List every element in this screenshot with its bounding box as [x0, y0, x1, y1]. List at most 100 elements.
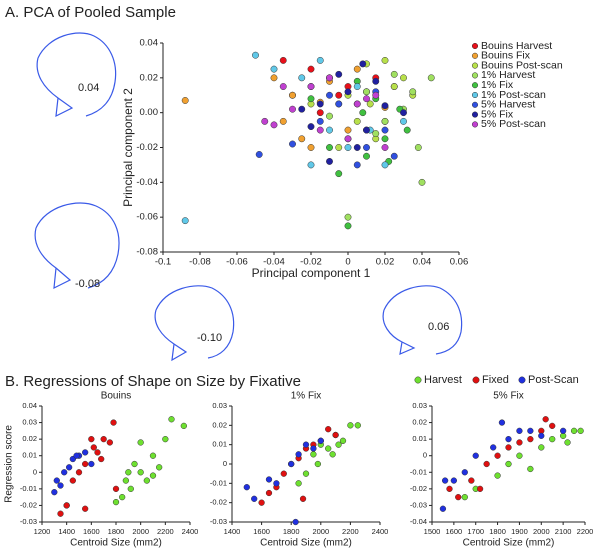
panel-title: B. Regressions of Shape on Size by Fixat…: [5, 373, 301, 390]
shape-outline: [36, 32, 117, 118]
x-tick-label: -0.06: [226, 257, 248, 268]
x-tick-label: 1400: [224, 527, 241, 536]
point: [538, 444, 545, 451]
point: [335, 91, 343, 99]
y-tick-label: 0.03: [22, 418, 37, 427]
point: [251, 495, 258, 502]
point: [359, 109, 367, 117]
point: [110, 419, 117, 426]
y-tick-label: 0: [223, 459, 227, 468]
point: [332, 431, 339, 439]
point: [400, 109, 407, 117]
point: [335, 170, 343, 178]
x-tick-label: 1800: [283, 527, 300, 536]
point: [427, 74, 435, 82]
point: [73, 452, 80, 459]
y-tick-label: 0.00: [140, 107, 159, 118]
x-tick-label: 1600: [253, 527, 270, 536]
point: [122, 477, 130, 484]
point: [400, 74, 407, 82]
point: [279, 56, 287, 64]
legend-swatch: [471, 101, 479, 108]
point: [57, 510, 64, 517]
x-tick-label: 2400: [182, 527, 199, 536]
point: [329, 451, 336, 458]
point: [181, 217, 189, 225]
legend-label: 1% Harvest: [481, 69, 535, 81]
y-tick-label: 0.01: [212, 440, 227, 449]
y-tick-label: -0.03: [210, 517, 227, 526]
y-tick-label: 0.02: [140, 72, 159, 83]
point: [90, 444, 97, 451]
point: [289, 105, 296, 113]
legend-label: 5% Fix: [481, 108, 514, 120]
point: [295, 480, 302, 487]
point: [446, 485, 453, 493]
x-tick-label: 1600: [83, 527, 100, 536]
point: [363, 95, 370, 103]
point: [270, 121, 278, 129]
x-tick-label: 2100: [555, 527, 572, 536]
point: [527, 435, 534, 443]
legend-label: 1% Fix: [481, 79, 514, 91]
point: [325, 445, 332, 452]
point: [307, 65, 315, 73]
point: [461, 493, 468, 501]
point: [390, 83, 398, 90]
point: [82, 449, 89, 456]
x-tick-label: 2200: [577, 527, 594, 536]
point: [354, 422, 361, 429]
point: [505, 460, 512, 468]
point: [564, 439, 571, 446]
shape-label: 0.06: [428, 321, 449, 333]
y-tick-label: 0.04: [22, 401, 37, 410]
y-tick-label: -0.02: [20, 500, 37, 509]
point: [288, 460, 295, 468]
y-tick-label: -0.04: [410, 517, 427, 526]
legend-label: Harvest: [424, 374, 462, 386]
point: [94, 449, 101, 456]
point: [298, 105, 306, 113]
point: [538, 432, 545, 439]
point: [468, 477, 475, 484]
point: [261, 117, 269, 125]
point: [549, 422, 556, 430]
point: [381, 135, 389, 143]
x-tick-label: 1900: [511, 527, 528, 536]
y-tick-label: 0.03: [212, 401, 227, 410]
point: [307, 144, 315, 151]
x-tick-label: -0.04: [263, 257, 285, 268]
x-tick-label: 2200: [342, 527, 359, 536]
point: [353, 144, 361, 151]
y-tick-label: -0.03: [410, 500, 427, 509]
y-tick-label: -0.02: [136, 142, 158, 153]
legend-swatch: [472, 376, 480, 384]
point: [88, 460, 95, 468]
y-tick-label: 0.02: [212, 420, 227, 429]
point: [131, 460, 138, 468]
point: [335, 70, 343, 78]
point: [326, 144, 333, 151]
point: [255, 151, 263, 158]
shape-label: 0.04: [78, 82, 99, 94]
point: [298, 74, 306, 82]
point: [559, 427, 567, 435]
legend-swatch: [471, 111, 479, 118]
x-tick-label: -0.02: [300, 257, 322, 268]
point: [363, 126, 370, 134]
point: [461, 469, 468, 476]
point: [390, 70, 398, 78]
y-tick-label: -0.02: [210, 498, 227, 507]
point: [542, 416, 549, 423]
point: [310, 445, 317, 452]
point: [516, 452, 523, 459]
point: [344, 213, 352, 221]
point: [455, 493, 462, 501]
point: [439, 505, 447, 512]
point: [344, 135, 352, 143]
point: [112, 485, 120, 493]
shape-outline: [34, 202, 120, 290]
x-tick-label: 0.02: [376, 257, 395, 268]
point: [168, 416, 175, 423]
point: [325, 426, 332, 433]
